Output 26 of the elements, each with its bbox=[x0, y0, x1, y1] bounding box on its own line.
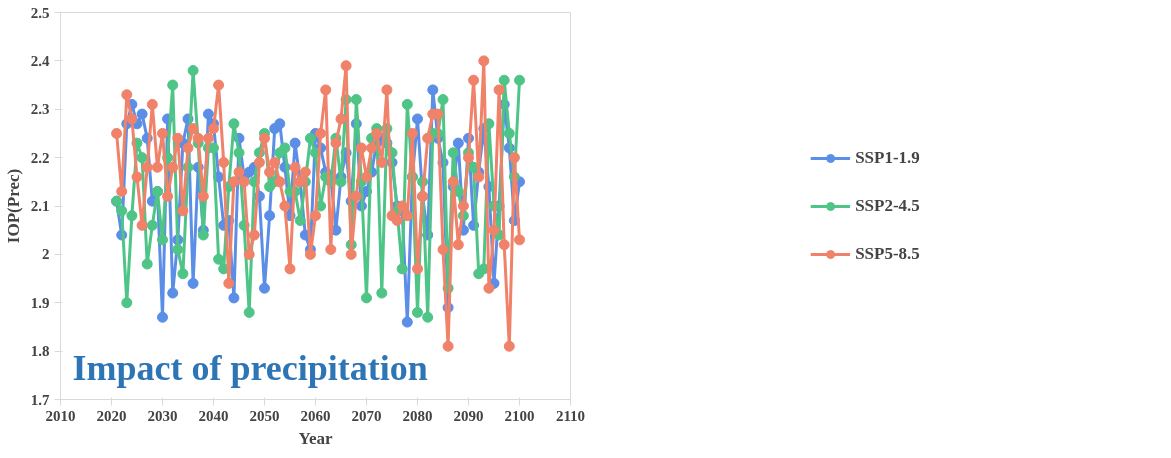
y-tick-label: 2.1 bbox=[30, 198, 50, 214]
x-tick-label: 2080 bbox=[402, 407, 433, 424]
y-tick-label: 1.7 bbox=[30, 391, 50, 408]
y-tick-label: 2.3 bbox=[30, 101, 50, 118]
x-axis-title: Year bbox=[298, 428, 333, 448]
y-axis-title: IOP(Prec) bbox=[3, 168, 23, 244]
x-tick-label: 2050 bbox=[249, 407, 280, 424]
x-tick-label: 2100 bbox=[504, 407, 535, 424]
x-tick-label: 2030 bbox=[147, 407, 178, 424]
x-tick-label: 2020 bbox=[96, 407, 127, 424]
y-tick-label: 2.2 bbox=[30, 149, 50, 166]
legend-label: SSP5-8.5 bbox=[855, 243, 920, 264]
y-tick-label: 2.5 bbox=[30, 4, 50, 21]
x-tick-label: 2010 bbox=[45, 407, 76, 424]
x-tick-label: 2110 bbox=[555, 407, 586, 424]
y-tick-label: 2 bbox=[42, 246, 50, 263]
y-tick-label: 2.4 bbox=[30, 52, 50, 69]
legend-label: SSP1-1.9 bbox=[855, 147, 920, 168]
annotation: Impact of precipitation bbox=[72, 347, 428, 388]
x-tick-label: 2040 bbox=[198, 407, 229, 424]
x-tick-label: 2070 bbox=[351, 407, 382, 424]
x-tick-label: 2090 bbox=[453, 407, 484, 424]
y-tick-label: 1.8 bbox=[30, 343, 50, 360]
y-tick-label: 1.9 bbox=[30, 294, 50, 311]
x-tick-label: 2060 bbox=[300, 407, 331, 424]
legend-label: SSP2-4.5 bbox=[855, 195, 920, 216]
